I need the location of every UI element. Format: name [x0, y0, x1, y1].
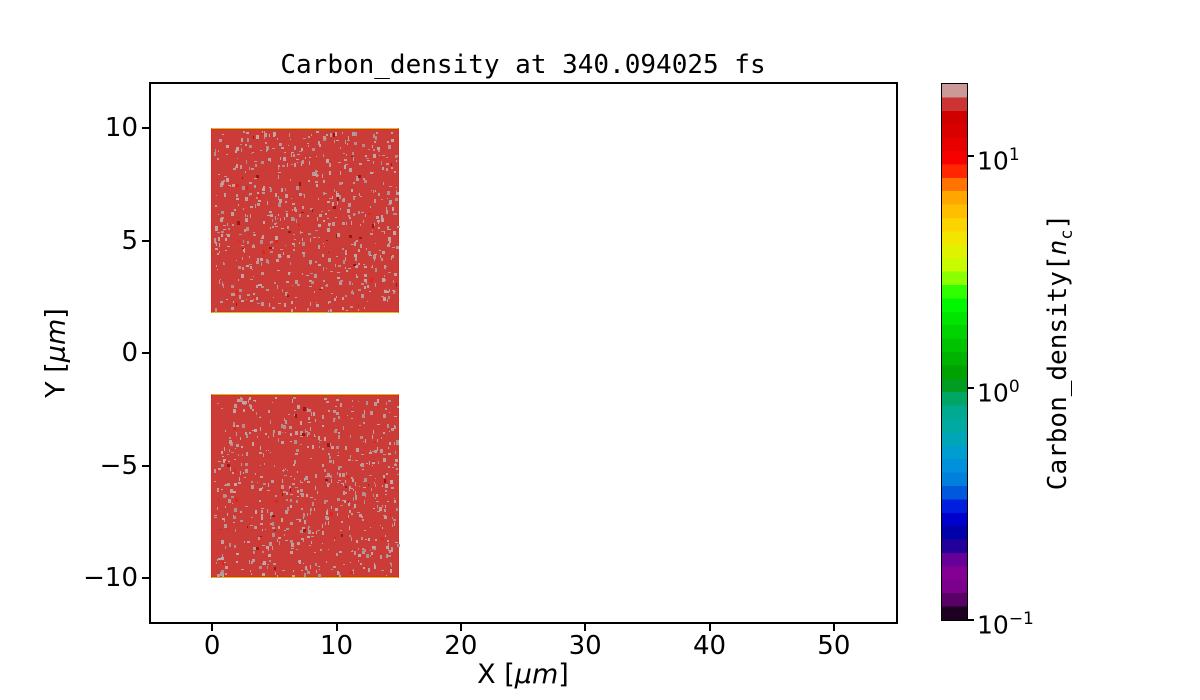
x-tick-mark — [335, 623, 338, 631]
colorbar-tick-mark — [968, 154, 974, 157]
x-tick-label: 0 — [203, 631, 221, 661]
y-axis-label-units: μm — [40, 318, 72, 363]
y-tick-mark — [142, 127, 150, 129]
x-axis-label-suffix: ] — [558, 659, 569, 690]
colorbar-tick-base: 10 — [977, 610, 1009, 640]
y-axis-label-suffix: ] — [40, 308, 72, 319]
colorbar-tick-base: 10 — [977, 378, 1009, 408]
colorbar-tick-exponent: 1 — [1008, 144, 1020, 165]
x-tick-mark — [832, 623, 835, 631]
y-tick-label: 0 — [121, 338, 138, 368]
lower-target-block — [211, 394, 400, 578]
upper-target-block-speckles — [214, 131, 400, 313]
chart-title: Carbon_density at 340.094025 fs — [280, 50, 766, 80]
x-tick-label: 20 — [444, 631, 478, 661]
colorbar-tick-label: 100 — [977, 372, 1020, 408]
y-tick-mark — [142, 352, 150, 354]
x-tick-label: 10 — [319, 631, 354, 661]
colorbar — [941, 83, 968, 621]
colorbar-tick-exponent: −1 — [1008, 609, 1034, 629]
colorbar-label: Carbon_density[nc] — [1043, 214, 1077, 490]
lower-target-block-speckles — [214, 397, 400, 578]
x-axis-label: X [μm] — [150, 659, 896, 690]
colorbar-label-suffix: ] — [1042, 213, 1073, 230]
x-axis-label-units: μm — [514, 659, 559, 690]
y-axis-label: Y [μm] — [41, 308, 72, 398]
x-tick-mark — [211, 623, 214, 631]
colorbar-tick-mark — [968, 386, 974, 389]
y-tick-mark — [142, 464, 150, 467]
colorbar-tick-exponent: 0 — [1008, 376, 1020, 397]
colorbar-label-symbol: n — [1042, 239, 1073, 256]
y-tick-label: −5 — [99, 450, 138, 481]
colorbar-tick-base: 10 — [977, 146, 1009, 176]
y-axis-label-prefix: Y [ — [40, 362, 72, 398]
colorbar-label-subscript: c — [1057, 229, 1078, 240]
y-tick-label: 10 — [104, 113, 138, 143]
colorbar-tick-label: 10−1 — [977, 604, 1034, 640]
y-tick-label: −10 — [83, 563, 138, 593]
colorbar-tick-label: 101 — [977, 140, 1020, 176]
colorbar-label-prefix: Carbon_density[ — [1042, 255, 1073, 491]
x-tick-label: 50 — [817, 631, 851, 661]
colorbar-tick-mark — [968, 619, 974, 621]
x-tick-label: 40 — [692, 631, 727, 661]
x-axis-label-prefix: X [ — [477, 659, 515, 690]
y-tick-mark — [142, 577, 150, 579]
upper-target-block — [211, 128, 400, 313]
y-tick-label: 5 — [121, 225, 138, 256]
x-tick-label: 30 — [568, 631, 602, 661]
x-tick-mark — [584, 623, 587, 631]
y-tick-mark — [142, 239, 150, 242]
x-tick-mark — [708, 623, 711, 631]
x-tick-mark — [459, 623, 462, 631]
